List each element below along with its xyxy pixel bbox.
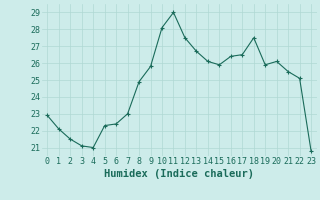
X-axis label: Humidex (Indice chaleur): Humidex (Indice chaleur) xyxy=(104,169,254,179)
